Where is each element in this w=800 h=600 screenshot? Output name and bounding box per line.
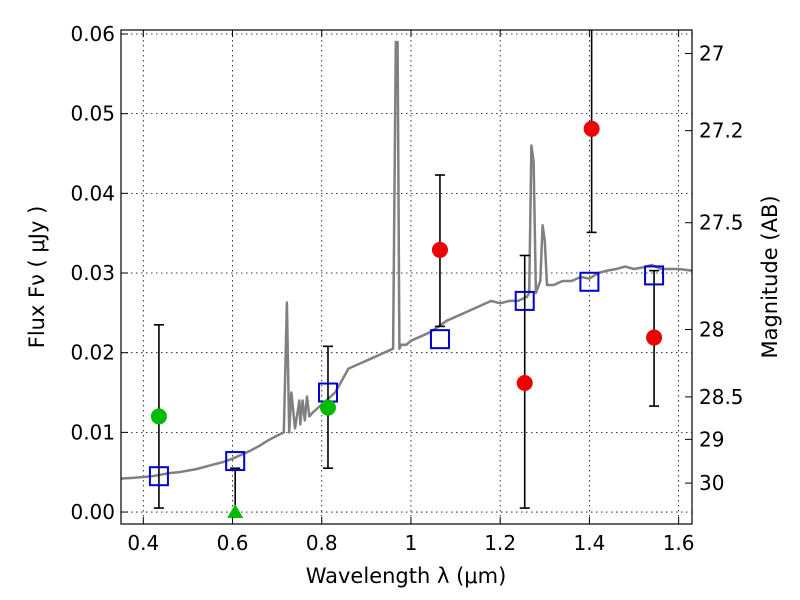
- y-tick-label: 0.03: [70, 261, 115, 285]
- magnitude-tick-label: 27.5: [699, 211, 744, 235]
- model-photometry-point: [644, 265, 665, 286]
- magnitude-tick-label: 29: [699, 427, 724, 451]
- model-photometry-point: [148, 466, 169, 487]
- model-photometry-point: [429, 329, 450, 350]
- y-tick-label: 0.01: [70, 420, 115, 444]
- model-photometry-point: [579, 271, 600, 292]
- model-photometry-point: [514, 290, 535, 311]
- observed-data-point: [150, 408, 167, 425]
- observed-data-point: [227, 504, 244, 519]
- tick-layer: [121, 30, 692, 524]
- observed-data-point: [646, 329, 663, 346]
- x-tick-label: 1.2: [484, 531, 516, 555]
- x-tick-label: 0.6: [217, 531, 249, 555]
- x-tick-label: 1: [405, 531, 418, 555]
- plot-area: [121, 30, 692, 524]
- observed-data-point: [319, 399, 336, 416]
- observed-data-point: [516, 374, 533, 391]
- y-tick-label: 0.04: [70, 181, 115, 205]
- x-tick-label: 0.8: [306, 531, 338, 555]
- observed-data-point: [583, 120, 600, 137]
- magnitude-tick-label: 27.2: [699, 119, 744, 143]
- grid: [121, 30, 692, 524]
- model-spectrum-line: [121, 40, 692, 480]
- marker-layer: [148, 120, 665, 519]
- y-tick-label: 0.00: [70, 500, 115, 524]
- spectrum-layer: [121, 40, 692, 480]
- x-tick-label: 1.6: [663, 531, 695, 555]
- y-tick-label: 0.02: [70, 341, 115, 365]
- y-tick-label: 0.06: [70, 22, 115, 46]
- x-tick-label: 0.4: [127, 531, 159, 555]
- y-tick-label: 0.05: [70, 102, 115, 126]
- magnitude-tick-label: 27: [699, 42, 724, 66]
- magnitude-tick-label: 28.5: [699, 385, 744, 409]
- magnitude-tick-label: 28: [699, 318, 724, 342]
- y2-axis-label: Magnitude (AB): [758, 195, 782, 358]
- tick-label-layer: 0.4 0.6 0.8 1 1.2 1.4 1.6 0.00 0.01 0.02 0.03 0.04 0…: [70, 22, 743, 555]
- y-axis-label: Flux Fν ( μJy ): [25, 206, 49, 349]
- magnitude-tick-label: 30: [699, 471, 724, 495]
- x-tick-label: 1.4: [573, 531, 605, 555]
- x-axis-label: Wavelength λ (μm): [306, 564, 507, 588]
- model-photometry-point: [225, 451, 246, 472]
- plot-frame: [120, 29, 693, 525]
- observed-data-point: [431, 241, 448, 258]
